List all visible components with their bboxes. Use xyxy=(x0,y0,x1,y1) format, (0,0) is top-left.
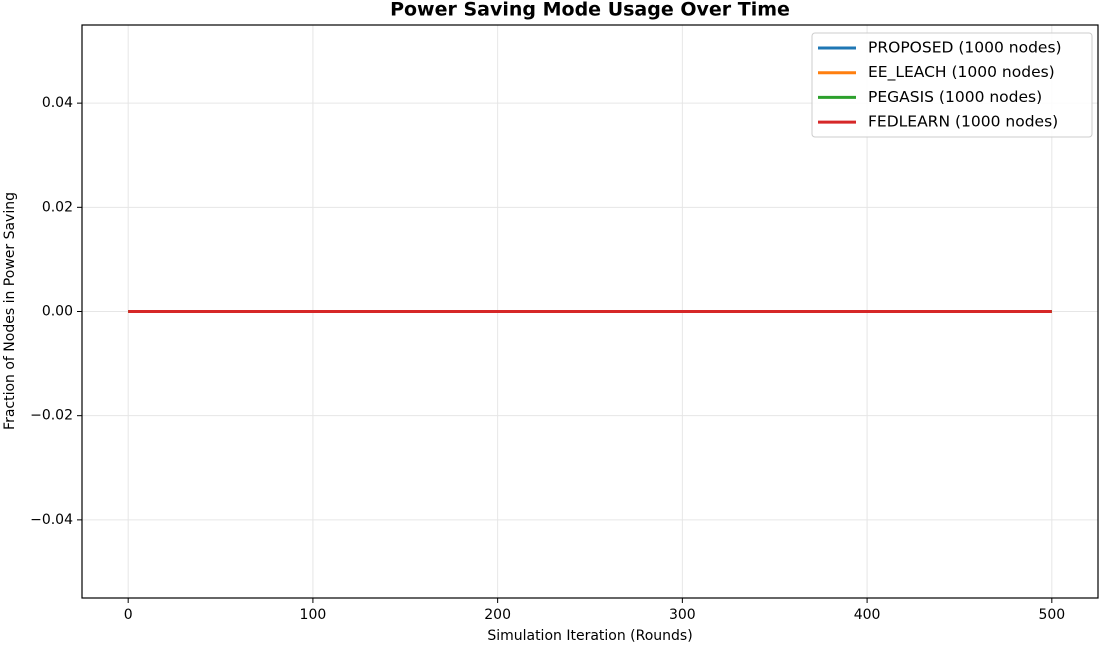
y-axis-label: Fraction of Nodes in Power Saving xyxy=(2,192,18,430)
legend: PROPOSED (1000 nodes) EE_LEACH (1000 node… xyxy=(811,32,1093,138)
x-tick-label: 200 xyxy=(484,607,511,623)
x-tick-label: 500 xyxy=(1038,607,1065,623)
legend-box xyxy=(811,32,1093,138)
y-tick-label: −0.02 xyxy=(30,408,73,424)
x-tick-label: 300 xyxy=(669,607,696,623)
legend-label: FEDLEARN (1000 nodes) xyxy=(868,113,1058,131)
y-tick-label: −0.04 xyxy=(30,512,73,528)
legend-label: EE_LEACH (1000 nodes) xyxy=(868,63,1055,82)
y-tick-label: 0.04 xyxy=(42,95,73,111)
x-tick-label: 0 xyxy=(124,607,133,623)
chart-title: Power Saving Mode Usage Over Time xyxy=(390,0,790,21)
x-tick-label: 100 xyxy=(300,607,327,623)
y-tick-label: 0.02 xyxy=(42,199,73,215)
y-tick-label: 0.00 xyxy=(42,304,73,320)
x-axis-label: Simulation Iteration (Rounds) xyxy=(487,628,692,644)
legend-label: PEGASIS (1000 nodes) xyxy=(868,88,1042,106)
legend-label: PROPOSED (1000 nodes) xyxy=(868,39,1062,57)
plot-frame xyxy=(81,24,1099,599)
x-tick-label: 400 xyxy=(854,607,881,623)
